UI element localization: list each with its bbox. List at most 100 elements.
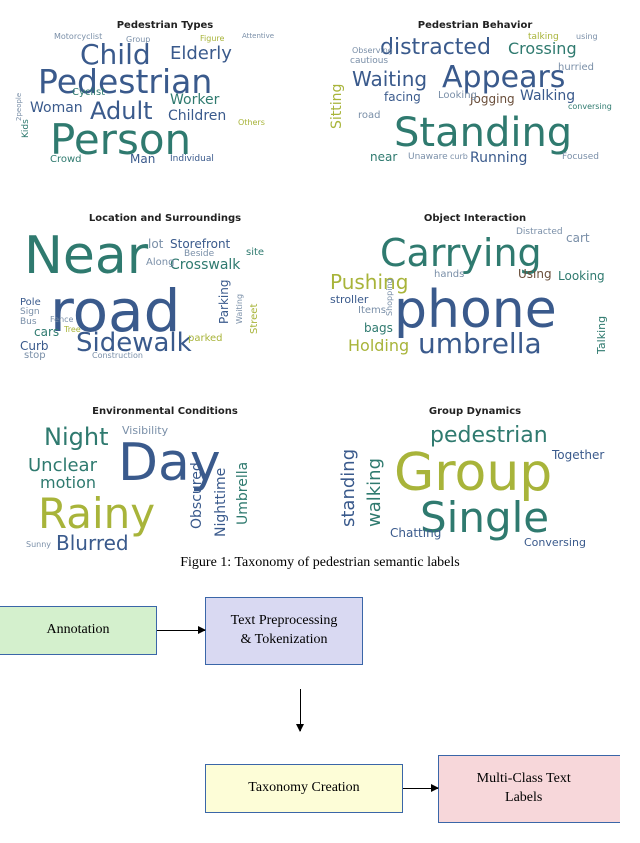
- wordcloud-word: Using: [518, 268, 552, 280]
- wordcloud-word: Kids: [22, 119, 31, 138]
- box-taxonomy: Taxonomy Creation: [205, 764, 403, 813]
- wordcloud-word: curb: [450, 153, 468, 161]
- wordcloud-word: umbrella: [418, 330, 542, 358]
- wordcloud-canvas: GroupSinglepedestrianstandingwalkingChat…: [330, 419, 610, 549]
- wordcloud-canvas: StandingAppearsdistractedCrossingWaiting…: [330, 33, 610, 163]
- arrow-right-icon: [157, 630, 205, 631]
- wordcloud-word: Crossing: [508, 41, 577, 57]
- wordcloud-word: hurried: [558, 63, 594, 73]
- box-preprocess: Text Preprocessing & Tokenization: [205, 597, 363, 665]
- wordcloud-word: Holding: [348, 338, 409, 354]
- wordcloud-word: Group: [126, 36, 150, 44]
- wordcloud-word: Sign: [20, 308, 40, 317]
- wordcloud-word: Figure: [200, 35, 224, 43]
- wordcloud-block: Pedestrian BehaviorStandingAppearsdistra…: [330, 20, 620, 163]
- wordcloud-word: Umbrella: [236, 462, 250, 525]
- wordcloud-word: hands: [434, 270, 464, 280]
- wordcloud-word: Together: [552, 449, 604, 461]
- wordcloud-word: Children: [168, 109, 226, 123]
- wordcloud-word: Street: [250, 304, 260, 334]
- wordcloud-canvas: roadNearSidewalkCrosswalkStorefrontlotAl…: [20, 226, 300, 356]
- wordcloud-word: lot: [148, 238, 163, 250]
- wordcloud-grid: Pedestrian TypesPersonPedestrianChildAdu…: [20, 20, 620, 549]
- wordcloud-title: Pedestrian Behavior: [330, 20, 620, 31]
- box-taxonomy-label: Taxonomy Creation: [248, 780, 359, 795]
- wordcloud-word: Others: [238, 119, 265, 127]
- wordcloud-word: Looking: [558, 270, 605, 282]
- wordcloud-word: Construction: [92, 352, 143, 360]
- wordcloud-word: stroller: [330, 294, 368, 305]
- wordcloud-word: Sitting: [330, 84, 344, 129]
- wordcloud-word: Blurred: [56, 533, 129, 553]
- wordcloud-word: Looking: [438, 91, 477, 101]
- wordcloud-word: Talking: [596, 316, 607, 354]
- wordcloud-title: Pedestrian Types: [20, 20, 310, 31]
- wordcloud-word: Adult: [90, 99, 153, 123]
- wordcloud-word: Standing: [394, 113, 572, 153]
- wordcloud-word: Conversing: [524, 537, 586, 548]
- wordcloud-block: Group DynamicsGroupSinglepedestrianstand…: [330, 406, 620, 549]
- wordcloud-word: Elderly: [170, 45, 232, 63]
- wordcloud-word: Attentive: [242, 33, 274, 40]
- wordcloud-canvas: DayRainyNightUnclearmotionBlurredVisibil…: [20, 419, 300, 549]
- wordcloud-word: Near: [24, 230, 148, 282]
- wordcloud-word: cautious: [350, 57, 388, 66]
- wordcloud-word: Cyclist: [72, 88, 105, 98]
- wordcloud-word: Along: [146, 258, 174, 268]
- wordcloud-word: talking: [528, 33, 559, 42]
- wordcloud-word: Group: [394, 447, 552, 499]
- wordcloud-word: Tree: [64, 326, 81, 334]
- wordcloud-title: Object Interaction: [330, 213, 620, 224]
- wordcloud-word: Focused: [562, 153, 599, 162]
- box-multiclass-label: Multi-Class Text Labels: [477, 771, 571, 805]
- box-preprocess-label-1: Text Preprocessing: [231, 613, 338, 628]
- wordcloud-word: Shopping: [386, 278, 394, 316]
- wordcloud-word: Fence: [50, 316, 73, 324]
- wordcloud-word: Observing: [352, 47, 393, 55]
- wordcloud-word: Crowd: [50, 155, 82, 165]
- wordcloud-word: Running: [470, 151, 527, 165]
- wordcloud-word: Distracted: [516, 228, 563, 237]
- wordcloud-word: facing: [384, 91, 421, 103]
- wordcloud-block: Pedestrian TypesPersonPedestrianChildAdu…: [20, 20, 310, 163]
- wordcloud-word: road: [358, 111, 381, 121]
- wordcloud-word: walking: [366, 458, 384, 527]
- wordcloud-title: Environmental Conditions: [20, 406, 310, 417]
- wordcloud-word: parked: [188, 334, 223, 344]
- wordcloud-word: near: [370, 151, 397, 163]
- box-annotation-label: Annotation: [47, 622, 110, 637]
- wordcloud-word: Obscured: [190, 462, 204, 529]
- wordcloud-title: Location and Surroundings: [20, 213, 310, 224]
- box-multiclass: Multi-Class Text Labels: [438, 755, 620, 823]
- arrow-down-icon: [300, 689, 301, 731]
- wordcloud-word: Beside: [184, 250, 214, 259]
- pipeline-row-v: [20, 689, 620, 731]
- wordcloud-word: site: [246, 248, 264, 258]
- wordcloud-block: Location and Surroundings roadNearSidewal…: [20, 213, 310, 356]
- wordcloud-word: Woman: [30, 101, 83, 115]
- box-preprocess-label-2: & Tokenization: [240, 632, 327, 647]
- figure-caption: Figure 1: Taxonomy of pedestrian semanti…: [20, 555, 620, 571]
- pipeline-diagram: Annotation Text Preprocessing & Tokeniza…: [20, 597, 620, 823]
- wordcloud-canvas: phoneCarryingumbrellaPushingHoldingcartU…: [330, 226, 610, 356]
- wordcloud-word: Individual: [170, 155, 214, 164]
- wordcloud-word: Sunny: [26, 541, 51, 549]
- wordcloud-word: Child: [80, 41, 151, 69]
- wordcloud-word: cars: [34, 326, 59, 338]
- wordcloud-block: Object InteractionphoneCarryingumbrellaP…: [330, 213, 620, 356]
- wordcloud-word: Crosswalk: [170, 258, 240, 272]
- wordcloud-word: Pushing: [330, 272, 408, 292]
- wordcloud-word: Waiting: [352, 69, 427, 89]
- wordcloud-word: using: [576, 33, 598, 41]
- wordcloud-canvas: PersonPedestrianChildAdultElderlyWomanCy…: [20, 33, 300, 163]
- wordcloud-word: bags: [364, 322, 393, 334]
- wordcloud-word: Bus: [20, 318, 37, 327]
- wordcloud-word: pedestrian: [430, 425, 548, 447]
- wordcloud-block: Environmental Conditions DayRainyNightUnc…: [20, 406, 310, 549]
- wordcloud-word: Chatting: [390, 527, 441, 539]
- pipeline-row-2: Taxonomy Creation Multi-Class Text Label…: [205, 755, 620, 823]
- wordcloud-word: stop: [24, 351, 46, 361]
- wordcloud-word: motion: [40, 475, 96, 491]
- wordcloud-separator: [20, 173, 620, 203]
- pipeline-row-1: Annotation Text Preprocessing & Tokeniza…: [20, 597, 620, 665]
